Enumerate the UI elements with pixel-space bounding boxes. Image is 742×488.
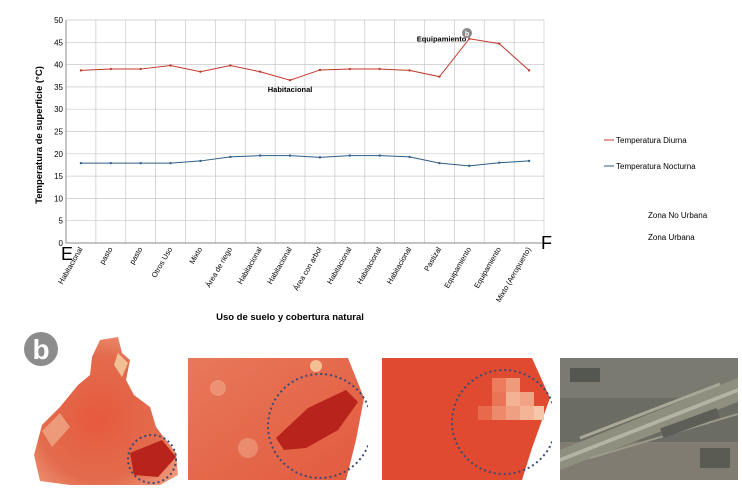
data-point xyxy=(408,155,411,159)
x-tick-label: Habitacional xyxy=(355,245,384,286)
data-point xyxy=(348,67,352,71)
dotted-circle-icon xyxy=(451,369,552,475)
series-line-1 xyxy=(80,155,530,167)
data-point xyxy=(79,69,83,72)
y-axis-title: Temperatura de superficie (°C) xyxy=(34,66,45,204)
y-tick-label: 0 xyxy=(59,239,64,248)
chart-grid xyxy=(65,19,545,244)
data-point xyxy=(258,154,262,157)
chart-series xyxy=(79,37,531,168)
corner-label-right: F xyxy=(541,233,552,253)
x-tick-labels: Habitacional pasto pasto Otros Uso Mixto Área… xyxy=(56,245,533,304)
dotted-circle-icon xyxy=(127,434,177,484)
series-line-0 xyxy=(80,38,530,81)
data-point xyxy=(199,159,202,163)
x-tick-label: Mixto xyxy=(187,246,204,266)
data-point xyxy=(109,67,113,71)
x-axis-title: Uso de suelo y cobertura natural xyxy=(216,312,364,323)
x-tick-label: Habitacional xyxy=(235,245,264,286)
y-tick-label: 30 xyxy=(54,105,63,114)
data-point xyxy=(527,69,531,72)
x-tick-label: Habitacional xyxy=(325,245,354,286)
data-point xyxy=(288,79,292,82)
x-tick-label: Área de riego xyxy=(204,246,234,289)
corner-label-left: E xyxy=(61,244,73,264)
data-point xyxy=(79,161,83,165)
data-point xyxy=(318,156,322,159)
dotted-circle-icon xyxy=(267,373,368,479)
x-tick-label: Equipamiento xyxy=(442,246,473,290)
y-tick-label: 35 xyxy=(54,83,63,92)
legend-label-nocturna: Temperatura Nocturna xyxy=(616,162,696,171)
x-tick-label: pasto xyxy=(127,246,144,266)
circle-b-label-icon: b xyxy=(24,332,58,366)
temperature-line-chart: 0 5 10 15 20 25 30 35 40 45 50 Habitacional pasto pa… xyxy=(34,16,708,323)
data-point xyxy=(318,68,322,72)
x-tick-label: Área con arbol xyxy=(291,245,323,292)
data-point xyxy=(199,70,202,73)
legend-label-diurna: Temperatura Diurna xyxy=(616,136,687,145)
heat-map-zoom-1 xyxy=(188,358,368,480)
x-tick-label: pasto xyxy=(98,246,115,266)
data-point xyxy=(348,154,352,157)
y-tick-label: 5 xyxy=(59,217,64,226)
data-point xyxy=(378,154,381,157)
y-tick-label: 15 xyxy=(54,172,63,181)
data-point xyxy=(258,70,262,73)
legend-zona-urbana: Zona Urbana xyxy=(648,233,695,242)
x-tick-label: Habitacional xyxy=(265,245,294,286)
data-point xyxy=(288,154,292,157)
data-point xyxy=(229,155,232,159)
y-tick-labels: 0 5 10 15 20 25 30 35 40 45 50 xyxy=(54,16,63,248)
data-point xyxy=(438,75,441,78)
legend-zona-no-urbana: Zona No Urbana xyxy=(648,211,708,220)
data-point xyxy=(378,67,381,71)
data-point xyxy=(169,64,172,67)
x-tick-label: Otros Uso xyxy=(150,246,175,280)
x-tick-label: Habitacional xyxy=(385,245,414,286)
data-point xyxy=(497,42,501,45)
panel-label-text: b xyxy=(32,334,49,365)
data-point xyxy=(438,161,441,165)
heat-map-overview xyxy=(34,337,178,485)
heat-map-zoom-2 xyxy=(382,358,552,480)
data-point xyxy=(109,161,113,165)
data-point xyxy=(139,161,142,165)
data-point xyxy=(468,37,471,40)
data-point xyxy=(229,64,232,67)
chart-annotations: Equipamiento Habitacional xyxy=(268,35,467,94)
marker-b-label: b xyxy=(465,31,469,38)
data-point xyxy=(497,161,501,164)
data-point xyxy=(468,164,471,168)
data-point xyxy=(527,159,531,163)
y-tick-label: 50 xyxy=(54,16,63,25)
satellite-image xyxy=(560,358,738,480)
annotation-equipamiento: Equipamiento xyxy=(417,35,467,44)
data-point xyxy=(408,69,411,72)
data-point xyxy=(169,161,172,165)
x-tick-label: Pastizal xyxy=(422,245,443,273)
y-tick-label: 45 xyxy=(54,38,63,47)
marker-b-icon xyxy=(462,28,472,38)
data-point xyxy=(139,67,142,71)
x-tick-label: Equipamiento xyxy=(472,246,503,290)
annotation-habitacional: Habitacional xyxy=(268,85,313,94)
y-tick-label: 25 xyxy=(54,128,63,137)
y-tick-label: 10 xyxy=(54,194,63,203)
y-tick-label: 20 xyxy=(54,150,63,159)
y-tick-label: 40 xyxy=(54,61,63,70)
